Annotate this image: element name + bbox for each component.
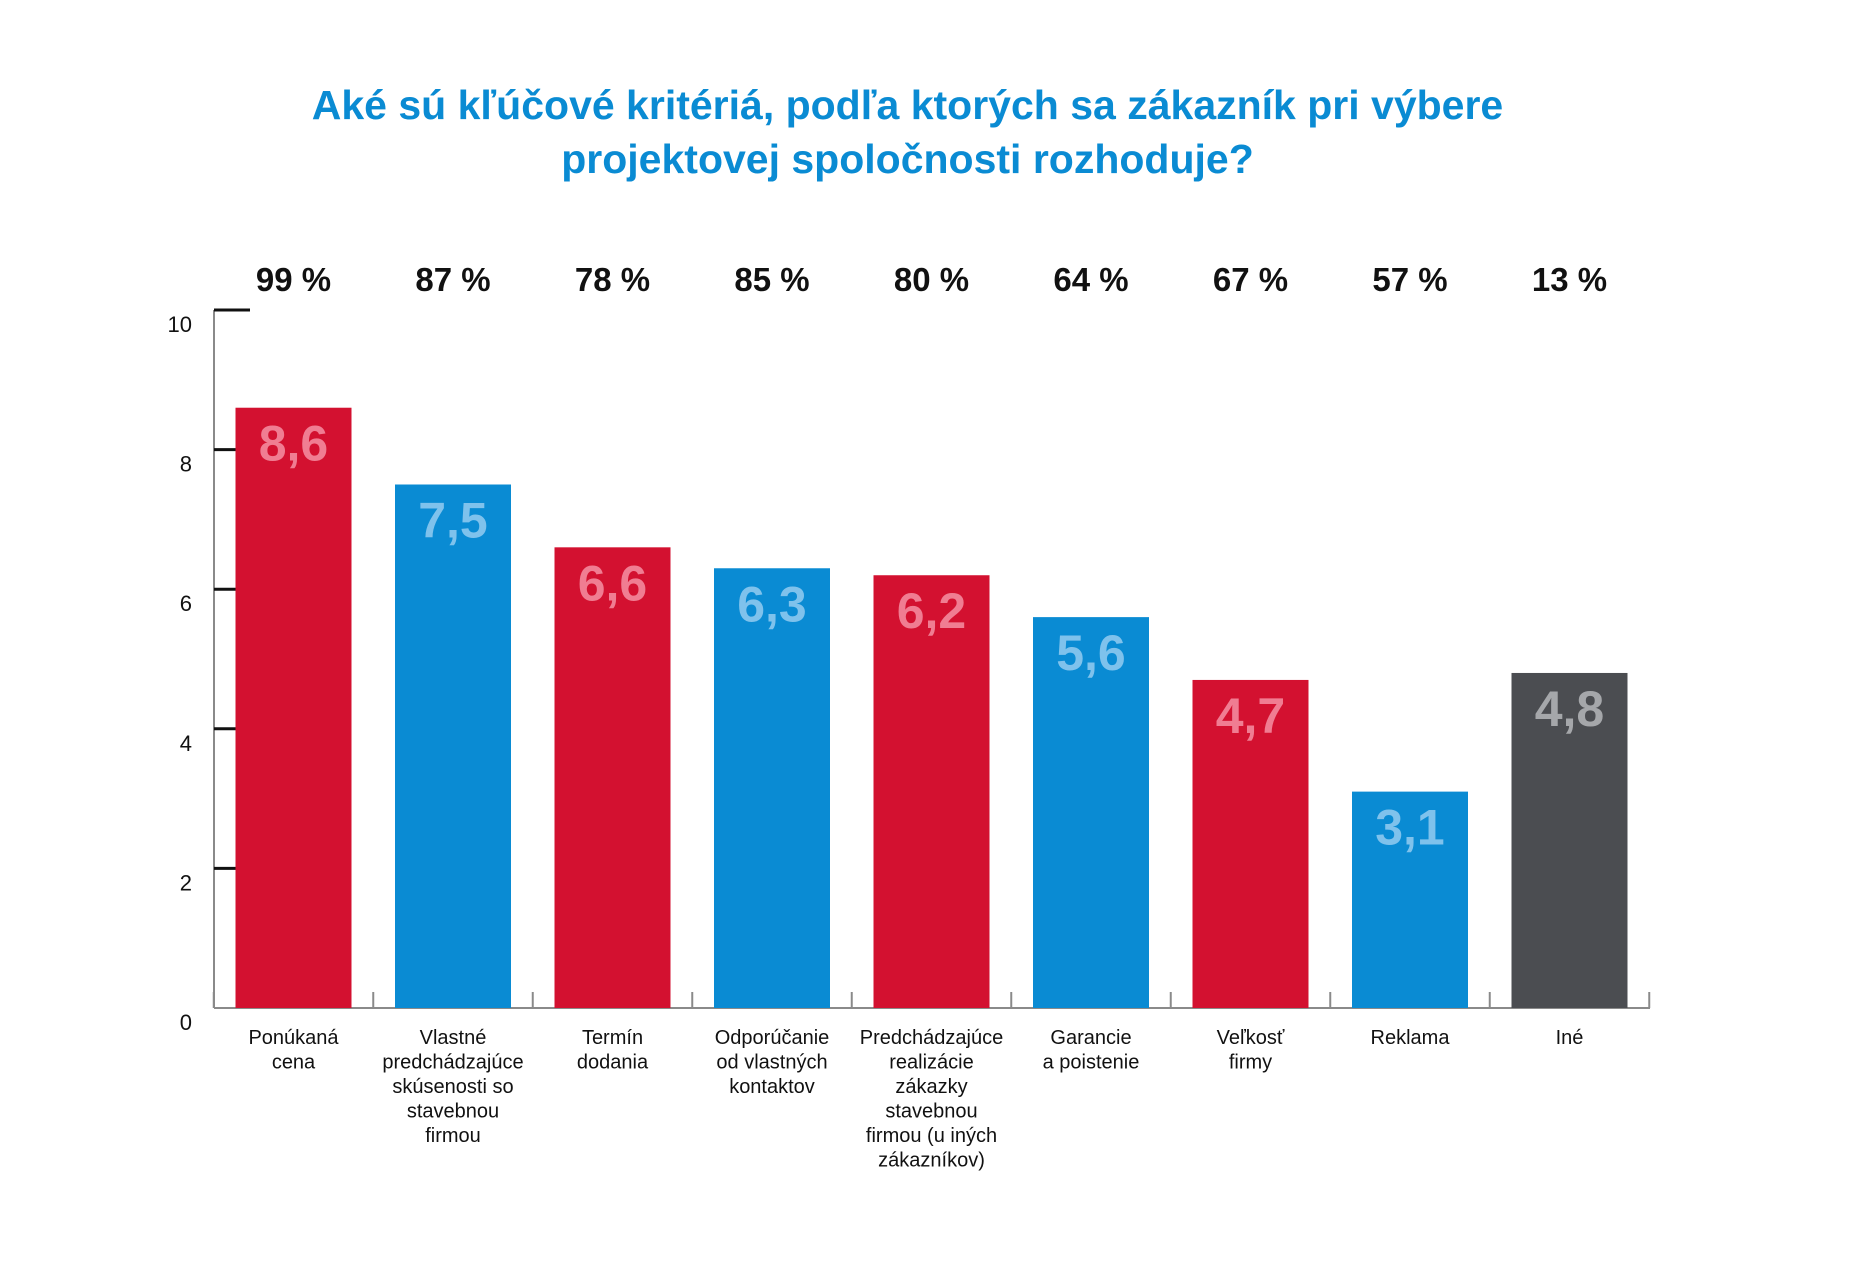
bar bbox=[1352, 791, 1468, 1008]
y-tick-label: 0 bbox=[180, 1010, 192, 1035]
bar bbox=[235, 407, 352, 1009]
percent-label: 99 % bbox=[256, 261, 331, 298]
percent-label: 57 % bbox=[1372, 261, 1447, 298]
percent-label: 80 % bbox=[894, 261, 969, 298]
bar bbox=[1511, 672, 1628, 1008]
bar bbox=[714, 568, 830, 1008]
percent-label: 67 % bbox=[1213, 261, 1288, 298]
y-tick-label: 10 bbox=[168, 312, 192, 337]
bar-value-label: 5,6 bbox=[1056, 625, 1126, 681]
bar bbox=[1033, 617, 1149, 1008]
percent-label: 64 % bbox=[1053, 261, 1128, 298]
bar-value-label: 6,6 bbox=[578, 555, 648, 611]
chart-labels: 8,6 99 % Ponúkaná cena 7,5 87 % Vlastné predchá… bbox=[248, 261, 1607, 1172]
category-label: Reklama bbox=[1371, 1027, 1451, 1049]
percent-label: 78 % bbox=[575, 261, 650, 298]
chart-bars bbox=[235, 407, 1628, 1009]
bar-value-label: 4,7 bbox=[1216, 688, 1286, 744]
bar-value-label: 4,8 bbox=[1535, 681, 1605, 737]
y-tick-label: 4 bbox=[180, 731, 192, 756]
y-tick-label: 8 bbox=[180, 452, 192, 477]
bar-value-label: 6,3 bbox=[737, 576, 807, 632]
category-label: Odporúčanie od vlastných kontaktov bbox=[715, 1027, 830, 1098]
chart-title-line-1: Aké sú kľúčové kritériá, podľa ktorých s… bbox=[311, 82, 1504, 128]
category-label: Veľkosť firmy bbox=[1217, 1027, 1285, 1074]
bar bbox=[554, 547, 671, 1008]
category-label: Iné bbox=[1556, 1027, 1584, 1049]
bar bbox=[395, 484, 511, 1008]
category-label: Termín dodania bbox=[577, 1027, 649, 1074]
percent-label: 87 % bbox=[415, 261, 490, 298]
category-label: Predchádzajúce realizácie zákazky stavebnou… bbox=[860, 1027, 1003, 1172]
category-label: Garancie a poistenie bbox=[1043, 1027, 1140, 1074]
y-tick-label: 6 bbox=[180, 591, 192, 616]
bar-value-label: 7,5 bbox=[418, 493, 488, 549]
category-label: Ponúkaná cena bbox=[248, 1027, 339, 1074]
bar bbox=[873, 575, 990, 1008]
bar bbox=[1192, 679, 1309, 1008]
chart-title-line-2: projektovej spoločnosti rozhoduje? bbox=[561, 136, 1254, 182]
y-tick-label: 2 bbox=[180, 870, 192, 895]
bar-value-label: 3,1 bbox=[1375, 800, 1445, 856]
bar-value-label: 6,2 bbox=[897, 583, 967, 639]
chart-title: Aké sú kľúčové kritériá, podľa ktorých s… bbox=[0, 78, 1815, 186]
percent-label: 13 % bbox=[1532, 261, 1607, 298]
bar-value-label: 8,6 bbox=[259, 416, 329, 472]
percent-label: 85 % bbox=[734, 261, 809, 298]
category-label: Vlastné predchádzajúce skúsenosti so staveb… bbox=[382, 1027, 523, 1147]
